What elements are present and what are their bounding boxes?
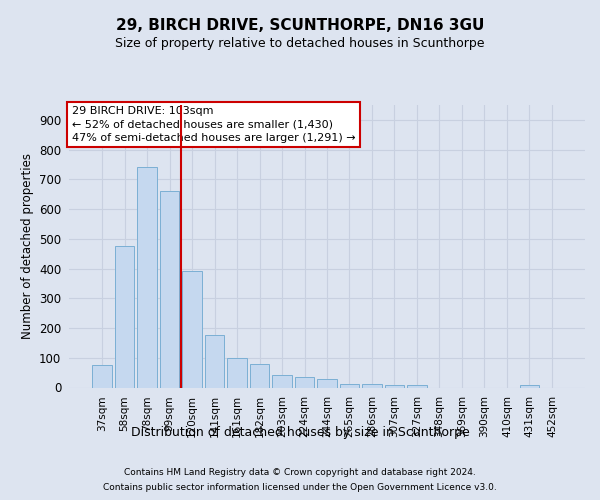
Bar (272, 374, 292, 388)
Bar (227, 358, 247, 388)
Bar (115, 246, 134, 388)
Y-axis label: Number of detached properties: Number of detached properties (20, 153, 34, 340)
Text: 29 BIRCH DRIVE: 103sqm
← 52% of detached houses are smaller (1,430)
47% of semi-: 29 BIRCH DRIVE: 103sqm ← 52% of detached… (71, 106, 355, 143)
Bar (205, 336, 224, 388)
Bar (340, 384, 359, 388)
Text: Distribution of detached houses by size in Scunthorpe: Distribution of detached houses by size … (131, 426, 469, 439)
Text: Contains HM Land Registry data © Crown copyright and database right 2024.: Contains HM Land Registry data © Crown c… (124, 468, 476, 477)
Bar (520, 384, 539, 388)
Bar (407, 386, 427, 388)
Text: Size of property relative to detached houses in Scunthorpe: Size of property relative to detached ho… (115, 38, 485, 51)
Text: Contains public sector information licensed under the Open Government Licence v3: Contains public sector information licen… (103, 483, 497, 492)
Bar (385, 384, 404, 388)
Bar (182, 270, 202, 388)
Bar (295, 377, 314, 388)
Bar (92, 365, 112, 388)
Bar (250, 364, 269, 388)
Text: 29, BIRCH DRIVE, SCUNTHORPE, DN16 3GU: 29, BIRCH DRIVE, SCUNTHORPE, DN16 3GU (116, 18, 484, 32)
Bar (362, 384, 382, 388)
Bar (160, 191, 179, 388)
Bar (137, 168, 157, 388)
Bar (317, 379, 337, 388)
